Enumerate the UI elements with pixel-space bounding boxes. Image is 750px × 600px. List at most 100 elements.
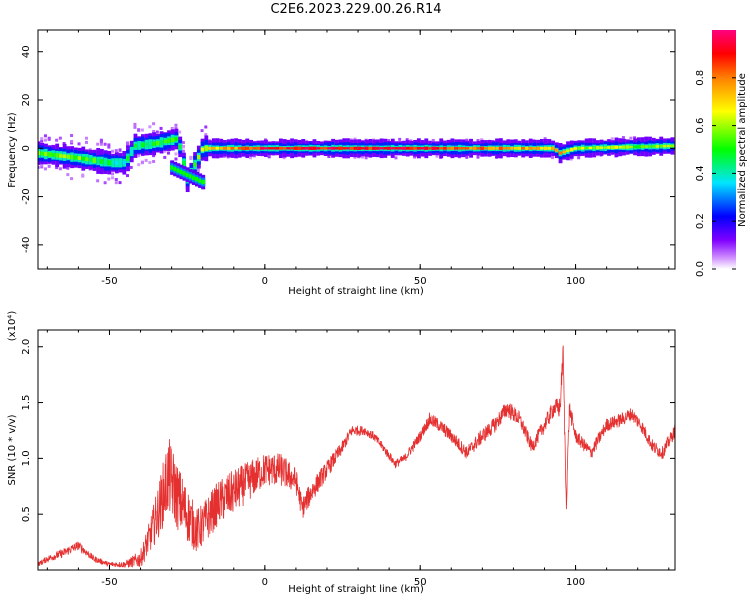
spectrum-band-cell	[73, 155, 78, 160]
spectrum-band-cell	[484, 147, 488, 150]
spectrum-band-cell	[55, 153, 60, 158]
spectrum-halo-cell	[38, 165, 40, 169]
colorbar-tick-label: 0.2	[695, 213, 706, 229]
spectrum-band-cell	[364, 146, 369, 150]
spectrum-band-cell	[584, 146, 589, 150]
spectrum-band-cell	[398, 146, 403, 150]
spectrum-band-cell	[293, 146, 298, 151]
spectrum-band-cell	[275, 147, 280, 150]
spectrum-halo-cell	[252, 154, 256, 158]
spectrum-band-cell	[368, 146, 373, 150]
x-tick-label: 100	[566, 577, 585, 588]
x-tick-label: 50	[414, 276, 427, 287]
spectrum-band-cell	[107, 160, 112, 166]
colorbar: 0.0 0.2 0.4 0.6 0.8 Normalized spectral ampl…	[695, 30, 748, 277]
spectrum-band-cell	[420, 147, 425, 150]
spectrum-halo-cell	[43, 138, 47, 142]
spectrum-band-cell	[592, 146, 597, 150]
spectrum-band-cell	[379, 147, 384, 150]
spectrum-band-cell	[521, 147, 526, 150]
spectrum-halo-cell	[137, 154, 141, 158]
spectrum-band-cell	[498, 146, 503, 151]
spectrum-band-cell	[319, 147, 324, 150]
y-tick-label: -40	[21, 237, 32, 253]
spectrum-halo-cell	[163, 149, 167, 153]
spectrum-halo-cell	[610, 137, 614, 141]
spectrum-halo-cell	[140, 160, 144, 164]
spectrum-halo-cell	[70, 134, 74, 138]
spectrum-band-cell	[405, 146, 410, 150]
spectrum-band-cell	[543, 146, 548, 150]
spectrum-band-cell	[390, 147, 395, 150]
spectrum-band-cell	[655, 144, 660, 148]
spectrum-band-cell	[114, 160, 119, 165]
spectrum-band-cell	[536, 146, 541, 150]
y-tick-label: 0.5	[21, 506, 32, 522]
spectrum-band-cell	[409, 146, 414, 150]
x-tick-label: 0	[262, 276, 268, 287]
spectrum-band-cell	[595, 146, 600, 150]
spectrum-halo-cell	[125, 174, 129, 178]
spectrum-band-cell	[193, 162, 198, 167]
spectrum-halo-cell	[103, 142, 107, 146]
spectrum-band-cell	[40, 151, 45, 156]
spectrum-band-cell	[152, 141, 157, 146]
spectrum-halo-cell	[148, 161, 152, 165]
spectrum-band-cell	[428, 147, 432, 150]
spectrum-band-cell	[286, 147, 291, 150]
spectrum-band-cell	[219, 146, 224, 150]
spectrum-band-cell	[476, 147, 481, 150]
spectrum-branch-cell	[198, 178, 203, 183]
spectrum-halo-cell	[174, 152, 178, 156]
spectrum-halo-cell	[465, 138, 469, 142]
spectrum-halo-cell	[77, 142, 81, 146]
spectrum-halo-cell	[327, 154, 331, 158]
spectrum-band-cell	[353, 146, 358, 150]
spectrum-halo-cell	[152, 122, 156, 126]
y-tick-label: -20	[21, 188, 32, 204]
spectrum-band-cell	[234, 146, 239, 150]
spectrum-band-cell	[256, 146, 261, 150]
spectrum-halo-cell	[133, 122, 137, 126]
spectrum-band-cell	[566, 149, 570, 153]
top-axes: -50 0 50 100 -40 -20 0 20 40	[21, 30, 675, 287]
spectrum-band-cell	[387, 146, 391, 150]
spectrum-halo-cell	[107, 145, 111, 149]
y-tick-label: 1.5	[21, 395, 32, 411]
spectrum-band-cell	[648, 145, 652, 148]
spectrum-halo-cell	[111, 176, 115, 180]
spectrum-halo-cell	[103, 181, 107, 185]
spectrum-band-cell	[226, 146, 231, 150]
spectrum-band-cell	[70, 154, 74, 160]
spectrum-band-cell	[372, 146, 377, 150]
top-x-axis-label: Height of straight line (km)	[288, 286, 424, 297]
spectrum-band-cell	[271, 147, 276, 150]
spectrum-halo-cell	[96, 179, 100, 183]
spectrum-halo-cell	[249, 156, 253, 160]
x-tick-label: 0	[262, 577, 268, 588]
spectrum-halo-cell	[159, 126, 163, 130]
spectrum-band-cell	[301, 146, 306, 150]
spectrum-band-cell	[361, 147, 365, 150]
spectrum-band-cell	[547, 146, 552, 150]
spectrum-halo-cell	[125, 143, 129, 147]
spectrum-band-cell	[159, 139, 164, 145]
spectrum-band-cell	[349, 146, 354, 150]
spectrum-halo-cell	[70, 177, 74, 181]
spectrum-band-cell	[92, 157, 97, 163]
spectrum-band-cell	[539, 146, 544, 150]
spectrum-band-cell	[327, 147, 332, 150]
snr-series-line	[38, 345, 675, 568]
spectrum-halo-cell	[137, 163, 141, 167]
spectrum-band-cell	[435, 146, 440, 150]
spectrum-band-cell	[663, 144, 667, 148]
spectrogram-heatmap	[38, 122, 675, 193]
spectrum-band-cell	[249, 146, 253, 150]
bottom-y-axis-label: SNR (10 * v/v)	[7, 414, 18, 485]
spectrum-halo-cell	[40, 137, 44, 141]
spectrum-halo-cell	[111, 149, 115, 153]
spectrum-band-cell	[137, 143, 142, 148]
spectrum-band-cell	[439, 147, 444, 150]
spectrum-band-cell	[338, 146, 343, 150]
spectrum-band-cell	[118, 160, 123, 166]
